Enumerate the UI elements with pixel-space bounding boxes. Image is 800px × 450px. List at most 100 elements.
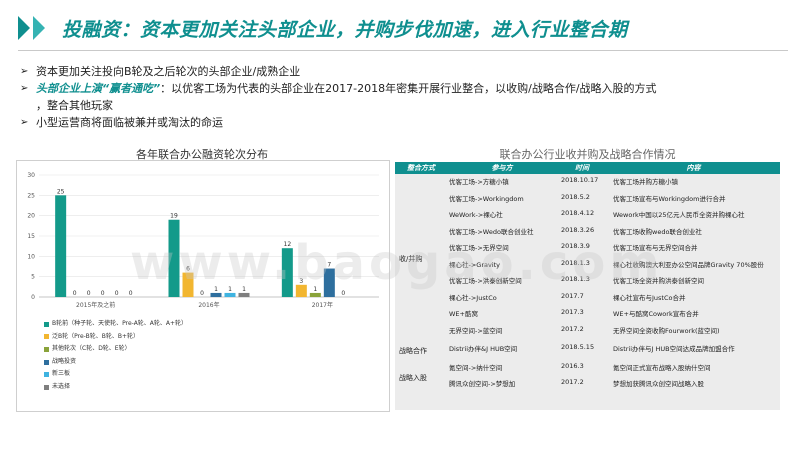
content-cell: 裸心社收购澳大利亚办公空间品牌Gravity 70%股份 — [613, 260, 764, 269]
table-row: 优客工场->Wedo联合创业社 2018.3.26 优客工场收购wedo联合创业社 — [395, 226, 780, 236]
content-cell: 优客工场并购方糖小镇 — [613, 178, 678, 186]
date-cell: 2017.2 — [561, 378, 584, 386]
content-cell: 优客工场全资并购洪泰创新空间 — [613, 277, 704, 285]
header-parties: 参与方 — [491, 164, 513, 172]
date-cell: 2018.1.3 — [561, 258, 590, 267]
y-tick-label: 25 — [27, 192, 35, 199]
chart-bar — [323, 268, 335, 297]
legend-item: 其他轮次（C轮、D轮、E轮） — [44, 343, 187, 356]
category-cell: 收/并购 — [399, 254, 423, 263]
bullet-marker: ➢ — [20, 66, 29, 77]
table-row: 优客工场->Workingdom 2018.5.2 优客工场宣布与Workingdo… — [395, 193, 780, 203]
date-cell: 2018.5.15 — [561, 343, 595, 351]
bullet-continuation: ，整合其他玩家 — [36, 99, 113, 112]
date-cell: 2018.4.12 — [561, 209, 595, 217]
table-row: Distrii办伴&J HUB空间 2018.5.15 Distrii办伴与J HU… — [395, 343, 780, 353]
title-bar: 投融资：资本更加关注头部企业，并购步伐加速，进入行业整合期 — [18, 10, 628, 46]
chart-bar — [168, 219, 180, 297]
bar-value-label: 0 — [200, 290, 204, 297]
content-cell: 裸心社宣布与JustCo合并 — [613, 293, 686, 302]
x-tick-label: 2016年 — [198, 301, 219, 309]
bar-value-label: 1 — [214, 286, 218, 293]
bar-value-label: 0 — [129, 290, 133, 297]
chart-bar — [210, 292, 222, 297]
legend-label: B轮前（种子轮、天使轮、Pre-A轮、A轮、A+轮） — [52, 320, 188, 327]
bullet-list: ➢ 资本更加关注投向B轮及之后轮次的头部企业/成熟企业 ➢ 头部企业上演“赢者通… — [20, 63, 780, 131]
x-tick-label: 2017年 — [312, 301, 333, 309]
legend-swatch — [44, 372, 49, 378]
table-title: 联合办公行业收并购及战略合作情况 — [499, 148, 676, 161]
table-row: 氪空间->纳什空间 2016.3 氪空间正式宣布战略入股纳什空间 — [395, 362, 780, 372]
date-cell: 2017.3 — [561, 308, 584, 316]
content-cell: 优客工场宣布与Workingdom进行合并 — [613, 194, 726, 203]
legend-swatch — [44, 359, 49, 365]
bar-value-label: 7 — [327, 262, 331, 269]
bar-value-label: 1 — [228, 286, 232, 293]
content-cell: WE+与酷窝Cowork宣布合并 — [613, 310, 699, 318]
y-tick-label: 5 — [31, 274, 35, 281]
chart-panel: 0 5 10 15 20 25 30 25 0 0 0 0 0 2015年及之前 19 6 0 1 1 1 2016年 1… — [16, 160, 390, 412]
legend-label: 其他轮次（C轮、D轮、E轮） — [52, 345, 131, 353]
bullet-text: ：以优客工场为代表的头部企业在2017-2018年密集开展行业整合，以收购/战略… — [160, 82, 657, 95]
bullet-item: ➢ 资本更加关注投向B轮及之后轮次的头部企业/成熟企业 — [20, 63, 780, 80]
date-cell: 2018.3.26 — [561, 225, 595, 234]
chart-bar — [281, 248, 293, 297]
header-time: 时间 — [575, 164, 589, 172]
party-cell: 优客工场->Wedo联合创业社 — [449, 227, 534, 236]
bullet-text: 小型运营商将面临被兼并或淘汰的命运 — [36, 116, 223, 129]
party-cell: 腾讯众创空间->梦想加 — [449, 380, 516, 388]
party-cell: 优客工场->Workingdom — [449, 194, 524, 203]
table-row: 裸心社->JustCo 2017.7 裸心社宣布与JustCo合并 — [395, 292, 780, 302]
watermark: www.baogao.com — [130, 235, 664, 291]
party-cell: WeWork->裸心社 — [449, 211, 503, 219]
legend-item: 泛B轮（Pre-B轮、B轮、B+轮） — [44, 331, 187, 344]
table-cell-spacer — [395, 362, 447, 372]
legend-item: 战略投资 — [44, 356, 187, 369]
bar-value-label: 19 — [170, 213, 178, 220]
chart-bar — [238, 292, 250, 297]
party-cell: Distrii办伴&J HUB空间 — [449, 345, 518, 353]
table-row: 裸心社->Gravity 2018.1.3 裸心社收购澳大利亚办公空间品牌Gravi… — [395, 259, 780, 269]
table-row: 无界空间->蓝空间 2017.2 无界空间全资收购Fourwork(蓝空间) — [395, 325, 780, 335]
legend-swatch — [44, 334, 49, 340]
table-row: 腾讯众创空间->梦想加 2017.2 梦想加获腾讯众创空间战略入股 — [395, 378, 780, 388]
party-cell: 氪空间->纳什空间 — [449, 363, 503, 372]
bar-value-label: 3 — [299, 278, 303, 285]
content-cell: 优客工场收购wedo联合创业社 — [613, 227, 702, 236]
legend-label: 新三板 — [52, 370, 71, 378]
date-cell: 2017.7 — [561, 291, 584, 300]
party-cell: 优客工场->洪泰创新空间 — [449, 277, 522, 285]
page-title: 投融资：资本更加关注头部企业，并购步伐加速，进入行业整合期 — [62, 18, 628, 41]
chart-bar — [295, 284, 307, 297]
bar-value-label: 0 — [87, 290, 91, 297]
party-cell: WE+酷窝 — [449, 310, 478, 318]
date-cell: 2018.10.17 — [561, 176, 599, 184]
bullet-text: 资本更加关注投向B轮及之后轮次的头部企业/成熟企业 — [36, 65, 301, 78]
header-content: 内容 — [686, 164, 701, 172]
integration-table: 整合方式 参与方 时间 内容 优客工场->方糖小镇 2018.10.17 优客工场并… — [395, 162, 780, 410]
date-cell: 2018.5.2 — [561, 192, 590, 201]
chart-bar — [55, 195, 67, 297]
y-tick-label: 0 — [31, 294, 35, 301]
bar-value-label: 0 — [115, 290, 119, 297]
party-cell: 优客工场->无界空间 — [449, 244, 509, 252]
table-row: WeWork->裸心社 2018.4.12 Wework中国以25亿元人民币全资并购… — [395, 209, 780, 219]
chevron-icons — [18, 16, 48, 40]
y-tick-label: 20 — [27, 213, 35, 220]
party-cell: 裸心社->JustCo — [449, 293, 497, 302]
table-cell-spacer — [395, 292, 447, 302]
header-method: 整合方式 — [407, 164, 435, 172]
bar-value-label: 1 — [313, 286, 317, 293]
legend-label: 战略投资 — [52, 357, 77, 365]
table-header: 整合方式 参与方 时间 内容 — [395, 162, 780, 174]
title-divider — [18, 50, 788, 51]
bullet-marker: ➢ — [20, 117, 29, 128]
content-cell: 优客工场宣布与无界空间合并 — [613, 244, 698, 252]
category-cell: 战略入股 — [399, 374, 427, 382]
chart-title: 各年联合办公融资轮次分布 — [136, 148, 268, 161]
content-cell: 无界空间全资收购Fourwork(蓝空间) — [613, 326, 720, 335]
table-cell-spacer — [395, 193, 447, 203]
bullet-item: ➢ 头部企业上演“赢者通吃”：以优客工场为代表的头部企业在2017-2018年密… — [20, 80, 780, 97]
date-cell: 2016.3 — [561, 361, 584, 370]
bar-value-label: 1 — [242, 286, 246, 293]
